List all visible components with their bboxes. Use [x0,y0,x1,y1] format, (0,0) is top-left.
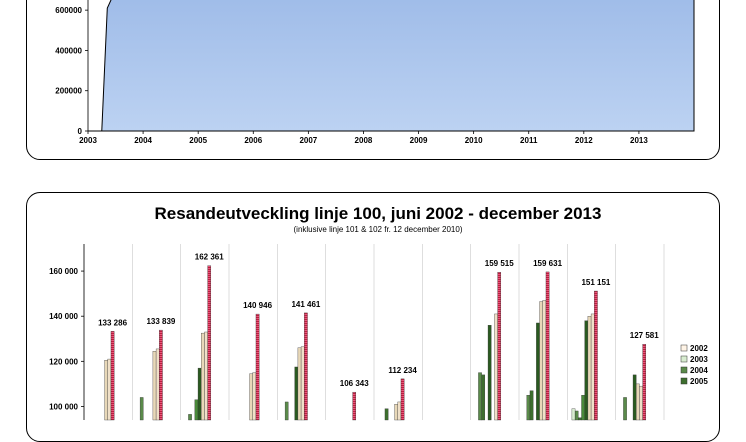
bar-2004 [284,401,289,421]
bar-2006 [581,395,585,421]
data-label: 162 361 [195,253,224,262]
bar-chart: Resandeutveckling linje 100, juni 2002 -… [49,204,708,421]
bar-2009 [494,313,498,421]
bar-2009 [300,346,305,421]
bar-2010 [304,312,308,421]
data-label: 133 286 [98,318,127,327]
y-tick-label: 140 000 [49,312,78,321]
legend-label: 2003 [690,355,708,364]
data-label: 159 631 [533,259,562,268]
legend-swatch [680,344,688,352]
x-tick-label: 2011 [520,136,538,145]
bar-2010 [352,391,357,421]
bar-2004 [526,395,531,421]
bar-2005 [529,390,534,421]
bar-2004 [623,397,627,421]
bar-2009 [107,358,112,421]
x-tick-label: 2009 [410,136,428,145]
legend-label: 2005 [690,377,708,386]
data-label: 140 946 [243,301,272,310]
y-tick-label: 400000 [55,46,82,55]
bar-2010 [110,331,115,421]
y-tick-label: 0 [78,127,83,136]
bar-2007 [536,322,540,421]
area-series [88,0,695,132]
bar-2009 [397,401,402,421]
y-tick-label: 120 000 [49,357,78,366]
bar-2008 [201,332,205,421]
bar-2008 [297,347,302,421]
bar-2004 [478,372,482,421]
bar-2008 [636,383,640,421]
x-tick-label: 2008 [355,136,373,145]
bar-2008 [152,351,157,421]
bar-2009 [639,385,643,421]
bar-2010 [497,271,502,421]
legend-label: 2002 [690,344,708,353]
bar-2009 [204,331,208,421]
bar-2007 [197,367,202,421]
bar-2009 [252,372,257,421]
x-tick-label: 2006 [244,136,262,145]
x-tick-label: 2007 [299,136,317,145]
bar-2007 [487,325,492,421]
x-tick-label: 2010 [465,136,483,145]
data-label: 141 461 [291,300,320,309]
y-tick-label: 100 000 [49,402,78,411]
chart-subtitle: (inklusive linje 101 & 102 fr. 12 decemb… [294,225,463,234]
data-label: 112 234 [388,366,417,375]
bar-2008 [104,360,108,421]
data-label: 106 343 [340,379,369,388]
legend-swatch [680,366,688,374]
bar-2003 [571,408,576,421]
x-tick-label: 2012 [575,136,593,145]
bar-2010 [255,313,260,421]
y-tick-label: 600000 [55,6,82,15]
bar-2007 [584,320,589,421]
bar-2009 [542,300,547,421]
data-label: 159 515 [485,259,514,268]
x-tick-label: 2013 [630,136,648,145]
chart-title: Resandeutveckling linje 100, juni 2002 -… [155,204,602,223]
data-label: 133 839 [146,317,175,326]
bar-2008 [587,316,592,421]
bar-2008 [394,404,398,421]
y-tick-label: 160 000 [49,267,78,276]
charts-canvas: 0 200000 400000 600000 2003 2004 2005 2006 2007 2… [49,0,708,421]
bar-2004 [188,414,192,421]
bar-2008 [539,301,543,421]
area-chart: 0 200000 400000 600000 2003 2004 2005 2006 2007 2… [55,0,695,145]
y-tick-label: 200000 [55,87,82,96]
x-tick-label: 2005 [189,136,207,145]
bar-2010 [159,329,163,421]
bar-2010 [594,290,598,421]
bar-2009 [155,348,160,421]
data-label: 151 151 [581,278,610,287]
bar-2004 [139,397,144,421]
x-tick-label: 2003 [79,136,97,145]
bar-2010 [207,265,212,421]
bar-2005 [384,408,389,421]
legend-label: 2004 [690,366,708,375]
bar-2010 [642,344,647,421]
bar-2007 [294,366,299,421]
data-label: 127 581 [630,331,659,340]
bar-2009 [590,313,595,421]
legend-swatch [680,355,688,363]
bar-2005 [481,374,486,421]
bar-2006 [194,399,199,421]
bar-2007 [632,374,637,421]
legend-swatch [680,377,688,385]
bar-2010 [400,378,405,421]
bar-2008 [249,373,253,421]
x-tick-label: 2004 [134,136,152,145]
bar-2010 [545,271,550,421]
